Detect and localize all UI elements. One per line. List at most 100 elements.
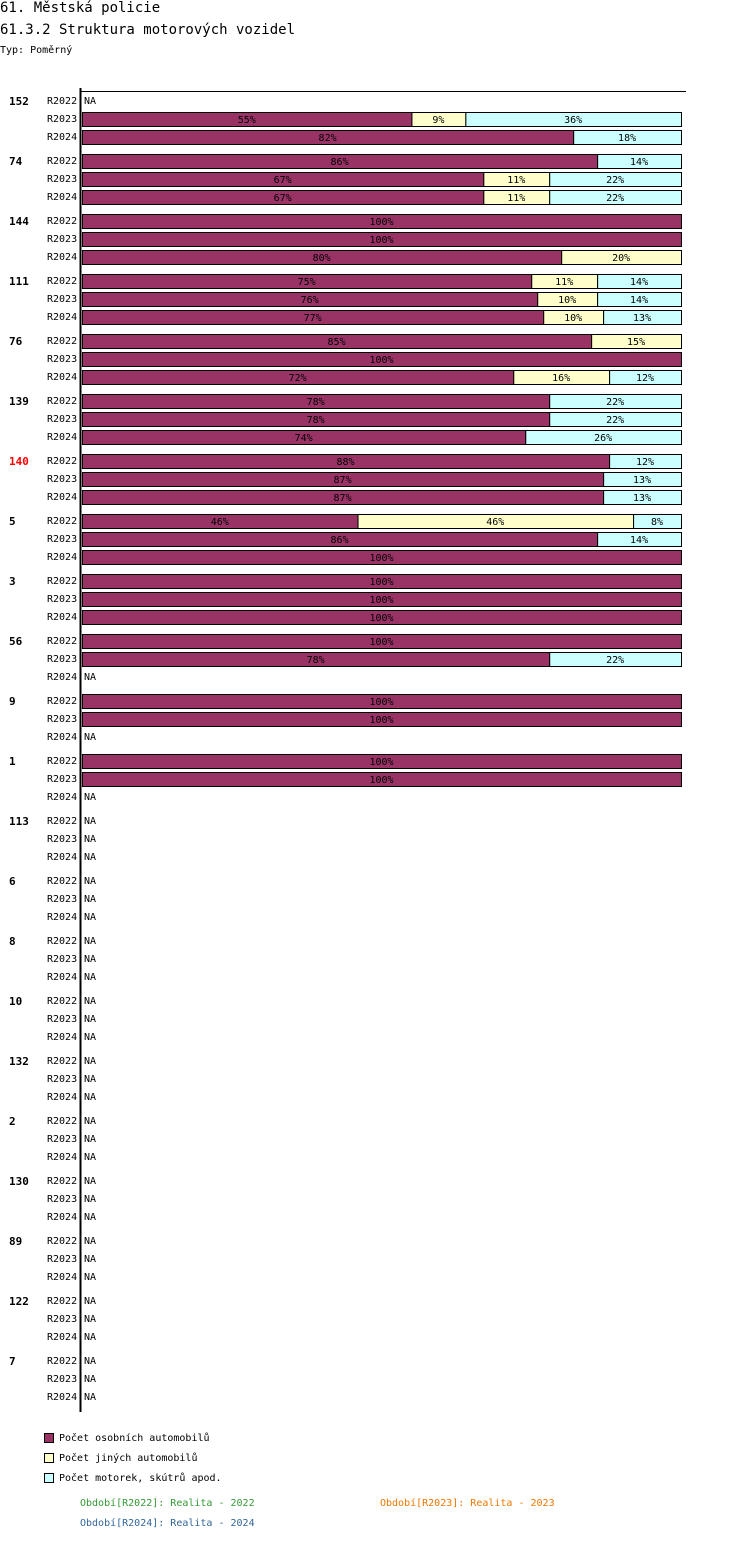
na-label: NA	[84, 1074, 96, 1085]
bar-value-label: 87%	[334, 475, 352, 486]
bar-value-label: 75%	[298, 277, 316, 288]
na-label: NA	[84, 1236, 96, 1247]
group-label-89: 89	[9, 1235, 22, 1248]
legend-item-motorky: Počet motorek, skútrů apod.	[44, 1472, 222, 1485]
group-label-144: 144	[9, 215, 29, 228]
legend-item-jine: Počet jiných automobilů	[44, 1452, 197, 1465]
bar-value-label: 8%	[651, 517, 663, 528]
bar-value-label: 100%	[369, 553, 393, 564]
period-label: R2024	[47, 672, 77, 683]
bar-segment-osobni	[82, 772, 682, 787]
na-label: NA	[84, 1374, 96, 1385]
bar-segment-motorky	[597, 154, 683, 169]
group-label-7: 7	[9, 1355, 16, 1368]
bar-segment-osobni	[82, 214, 682, 229]
na-label: NA	[84, 1134, 96, 1145]
period-label: R2024	[47, 792, 77, 803]
na-label: NA	[84, 996, 96, 1007]
na-label: NA	[84, 972, 96, 983]
group-label-132: 132	[9, 1055, 29, 1068]
period-label: R2023	[47, 474, 77, 485]
period-legend-r2024: Období[R2024]: Realita - 2024	[80, 1518, 255, 1529]
period-label: R2022	[47, 696, 77, 707]
period-label: R2023	[47, 1074, 77, 1085]
period-label: R2022	[47, 156, 77, 167]
period-label: R2022	[47, 576, 77, 587]
period-label: R2023	[47, 594, 77, 605]
bar-value-label: 18%	[618, 133, 636, 144]
bar-segment-motorky	[603, 310, 683, 325]
period-label: R2022	[47, 276, 77, 287]
bar-segment-osobni	[82, 574, 682, 589]
bar-value-label: 87%	[334, 493, 352, 504]
bar-value-label: 14%	[630, 277, 648, 288]
group-label-2: 2	[9, 1115, 16, 1128]
bar-value-label: 67%	[274, 175, 292, 186]
period-label: R2023	[47, 1374, 77, 1385]
bar-segment-motorky	[549, 412, 682, 427]
bar-value-label: 67%	[274, 193, 292, 204]
na-label: NA	[84, 1392, 96, 1403]
bar-value-label: 100%	[369, 355, 393, 366]
bar-value-label: 22%	[606, 415, 624, 426]
na-label: NA	[84, 1152, 96, 1163]
bar-value-label: 77%	[304, 313, 322, 324]
na-label: NA	[84, 1212, 96, 1223]
period-label: R2023	[47, 114, 77, 125]
period-label: R2024	[47, 1152, 77, 1163]
bar-segment-motorky	[597, 274, 683, 289]
bar-value-label: 11%	[507, 175, 525, 186]
bar-value-label: 100%	[369, 595, 393, 606]
bar-value-label: 14%	[630, 157, 648, 168]
period-label: R2022	[47, 396, 77, 407]
period-label: R2023	[47, 414, 77, 425]
period-label: R2022	[47, 1176, 77, 1187]
period-label: R2024	[47, 492, 77, 503]
period-label: R2023	[47, 534, 77, 545]
na-label: NA	[84, 1296, 96, 1307]
bar-value-label: 88%	[337, 457, 355, 468]
period-label: R2023	[47, 894, 77, 905]
na-label: NA	[84, 816, 96, 827]
period-label: R2023	[47, 1014, 77, 1025]
bar-value-label: 36%	[564, 115, 582, 126]
period-label: R2023	[47, 654, 77, 665]
group-label-140: 140	[9, 455, 29, 468]
bar-segment-motorky	[633, 514, 683, 529]
bar-value-label: 22%	[606, 655, 624, 666]
period-label: R2023	[47, 1314, 77, 1325]
bar-value-label: 22%	[606, 175, 624, 186]
period-label: R2024	[47, 912, 77, 923]
group-label-122: 122	[9, 1295, 29, 1308]
bar-segment-osobni	[82, 550, 682, 565]
bar-segment-jine	[561, 250, 683, 265]
bar-value-label: 76%	[301, 295, 319, 306]
bar-value-label: 100%	[369, 775, 393, 786]
period-label: R2022	[47, 636, 77, 647]
bar-value-label: 9%	[432, 115, 444, 126]
period-label: R2022	[47, 1116, 77, 1127]
na-label: NA	[84, 954, 96, 965]
bar-value-label: 26%	[594, 433, 612, 444]
period-legend-r2023: Období[R2023]: Realita - 2023	[380, 1498, 555, 1509]
bar-value-label: 86%	[331, 535, 349, 546]
period-label: R2022	[47, 336, 77, 347]
bar-value-label: 46%	[486, 517, 504, 528]
period-label: R2023	[47, 834, 77, 845]
na-label: NA	[84, 1014, 96, 1025]
legend-swatch-motorky	[44, 1472, 54, 1483]
group-label-5: 5	[9, 515, 16, 528]
period-label: R2024	[47, 552, 77, 563]
na-label: NA	[84, 1116, 96, 1127]
period-label: R2024	[47, 732, 77, 743]
na-label: NA	[84, 732, 96, 743]
period-label: R2023	[47, 354, 77, 365]
bar-value-label: 10%	[558, 295, 576, 306]
period-label: R2022	[47, 216, 77, 227]
period-label: R2023	[47, 294, 77, 305]
bar-value-label: 16%	[552, 373, 570, 384]
na-label: NA	[84, 1032, 96, 1043]
period-label: R2022	[47, 816, 77, 827]
group-label-10: 10	[9, 995, 22, 1008]
